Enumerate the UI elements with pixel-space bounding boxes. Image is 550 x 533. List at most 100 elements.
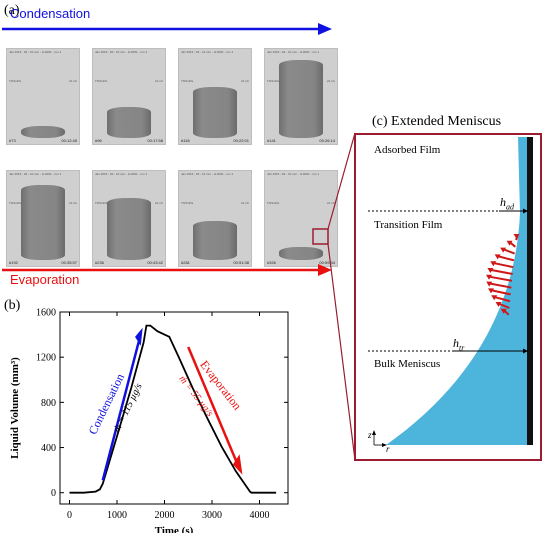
frame-header-text: Jan 2015 - #2 - 10 mm - H-6061 - run 1: [9, 50, 62, 54]
flux-arrowhead: [500, 308, 507, 314]
evaporation-frame-row: Jan 2015 - #2 - 10 mm - H-6061 - run 1 T0…: [6, 170, 338, 270]
frame-side-right-text: 21.1C: [154, 201, 163, 205]
frame-side-left-text: T0/3mPa: [95, 79, 108, 83]
x-tick-label: 0: [67, 510, 72, 521]
y-axis-label: Liquid Volume (mm³): [9, 357, 21, 459]
transition-film-label: Transition Film: [374, 219, 443, 231]
y-tick-label: 800: [41, 398, 56, 409]
frame-timestamp: 00:12:45: [61, 138, 77, 143]
frame-timestamp: 00:59:34: [319, 260, 335, 265]
flux-arrow: [494, 262, 514, 269]
solid-wall: [527, 137, 533, 445]
x-tick-label: 1000: [107, 510, 127, 521]
frame-id: #96: [95, 138, 102, 143]
liquid-volume-chart: 0 1000 2000 3000 4000 0 400 800 1200 1600 Time (s)…: [9, 308, 289, 533]
frame-header-text: Jan 2015 - #2 - 10 mm - H-6061 - run 1: [95, 172, 148, 176]
frame-side-right-text: 21.1C: [240, 79, 249, 83]
condensation-frame: Jan 2015 - #2 - 10 mm - H-6061 - run 1 T0…: [178, 48, 252, 145]
evaporation-annotation-arrowhead: [232, 454, 243, 475]
frame-header-text: Jan 2015 - #2 - 10 mm - H-6061 - run 1: [95, 50, 148, 54]
flux-arrow: [491, 269, 513, 275]
condensation-frame: Jan 2015 - #2 - 10 mm - H-6061 - run 1 T0…: [92, 48, 166, 145]
flux-arrowhead: [491, 295, 498, 301]
flux-arrowhead: [488, 288, 495, 294]
frame-side-right-text: 21.1C: [68, 201, 77, 205]
frame-id: #236: [95, 260, 104, 265]
liquid-column: [279, 247, 323, 260]
flux-arrowhead: [490, 261, 497, 267]
flux-arrowhead: [487, 268, 494, 273]
frame-header-text: Jan 2015 - #2 - 10 mm - H-6061 - run 1: [181, 50, 234, 54]
condensation-frame: Jan 2015 - #2 - 10 mm - H-6061 - run 1 T0…: [6, 48, 80, 145]
frame-timestamp: 00:51:38: [233, 260, 249, 265]
frame-side-right-text: 21.1C: [154, 79, 163, 83]
frame-side-right-text: 21.1C: [68, 79, 77, 83]
flux-arrow: [503, 310, 510, 316]
liquid-column: [279, 60, 323, 138]
plot-frame: [59, 311, 289, 505]
liquid-column: [107, 107, 151, 138]
flux-arrowhead: [495, 302, 502, 307]
volume-series-line: [69, 324, 277, 494]
liquid-meniscus: [386, 137, 528, 445]
evaporation-annotation-arrow: [187, 346, 238, 463]
frame-id: #141: [267, 138, 276, 143]
frame-id: #281: [181, 260, 190, 265]
frame-id: #118: [181, 138, 190, 143]
flux-arrow: [499, 303, 510, 309]
frame-timestamp: 00:26:14: [319, 138, 335, 143]
flux-arrow: [494, 296, 511, 303]
frame-side-left-text: T0/3mPa: [181, 201, 194, 205]
frame-timestamp: 00:43:42: [147, 260, 163, 265]
condensation-annotation-arrow: [101, 341, 141, 481]
flux-arrowhead: [513, 234, 520, 239]
flux-arrowhead: [486, 281, 493, 287]
frame-side-right-text: 21.1C: [326, 79, 335, 83]
condensation-frame-row: Jan 2015 - #2 - 10 mm - H-6061 - run 1 T0…: [6, 48, 338, 148]
frame-side-left-text: T0/3mPa: [95, 201, 108, 205]
flux-arrow: [503, 248, 516, 255]
evaporation-arrow: [2, 264, 332, 276]
evaporation-frame: Jan 2015 - #2 - 10 mm - H-6061 - run 1 T0…: [264, 170, 338, 267]
evaporation-label: Evaporation: [10, 272, 80, 287]
frame-header-text: Jan 2015 - #2 - 10 mm - H-6061 - run 1: [267, 172, 320, 176]
frame-id: #73: [9, 138, 16, 143]
panel-c-title: (c) Extended Meniscus: [372, 114, 502, 129]
evaporation-frame: Jan 2015 - #2 - 10 mm - H-6061 - run 1 T0…: [92, 170, 166, 267]
condensation-frame: Jan 2015 - #2 - 10 mm - H-6061 - run 1 T0…: [264, 48, 338, 145]
flux-arrow: [498, 255, 515, 262]
flux-arrowhead: [494, 254, 501, 260]
liquid-column: [21, 126, 65, 138]
flux-arrow: [509, 242, 516, 248]
frame-side-left-text: T0/3mPa: [267, 201, 280, 205]
frame-header-text: Jan 2015 - #2 - 10 mm - H-6061 - run 1: [9, 172, 62, 176]
panel-a-label: (a): [4, 3, 20, 18]
panel-b-label: (b): [4, 298, 21, 313]
y-tick-label: 400: [41, 443, 56, 454]
liquid-column: [107, 198, 151, 260]
frame-timestamp: 00:35:57: [61, 260, 77, 265]
x-tick-label: 4000: [250, 510, 270, 521]
x-tick-label: 2000: [155, 510, 175, 521]
z-axis-label: z: [368, 430, 372, 440]
liquid-column: [193, 221, 237, 260]
frame-side-right-text: 21.1C: [240, 201, 249, 205]
y-tick-label: 0: [51, 488, 56, 499]
y-tick-label: 1600: [36, 308, 56, 319]
frame-side-left-text: T0/3mPa: [267, 79, 280, 83]
flux-arrowhead: [486, 274, 493, 280]
adsorbed-film-label: Adsorbed Film: [374, 144, 441, 156]
evaporation-frame: Jan 2015 - #2 - 10 mm - H-6061 - run 1 T0…: [178, 170, 252, 267]
frame-side-right-text: 21.1C: [326, 201, 335, 205]
x-tick-label: 3000: [202, 510, 222, 521]
r-axis-label: r: [386, 444, 390, 454]
frame-timestamp: 00:22:01: [233, 138, 249, 143]
x-axis-label: Time (s): [155, 525, 194, 533]
frame-header-text: Jan 2015 - #2 - 10 mm - H-6061 - run 1: [181, 172, 234, 176]
extended-meniscus-diagram: [354, 133, 542, 461]
frame-timestamp: 00:17:58: [147, 138, 163, 143]
frame-side-left-text: T0/3mPa: [181, 79, 194, 83]
flux-arrow: [491, 289, 511, 296]
condensation-annotation-arrowhead: [135, 327, 143, 346]
liquid-column: [193, 87, 237, 138]
